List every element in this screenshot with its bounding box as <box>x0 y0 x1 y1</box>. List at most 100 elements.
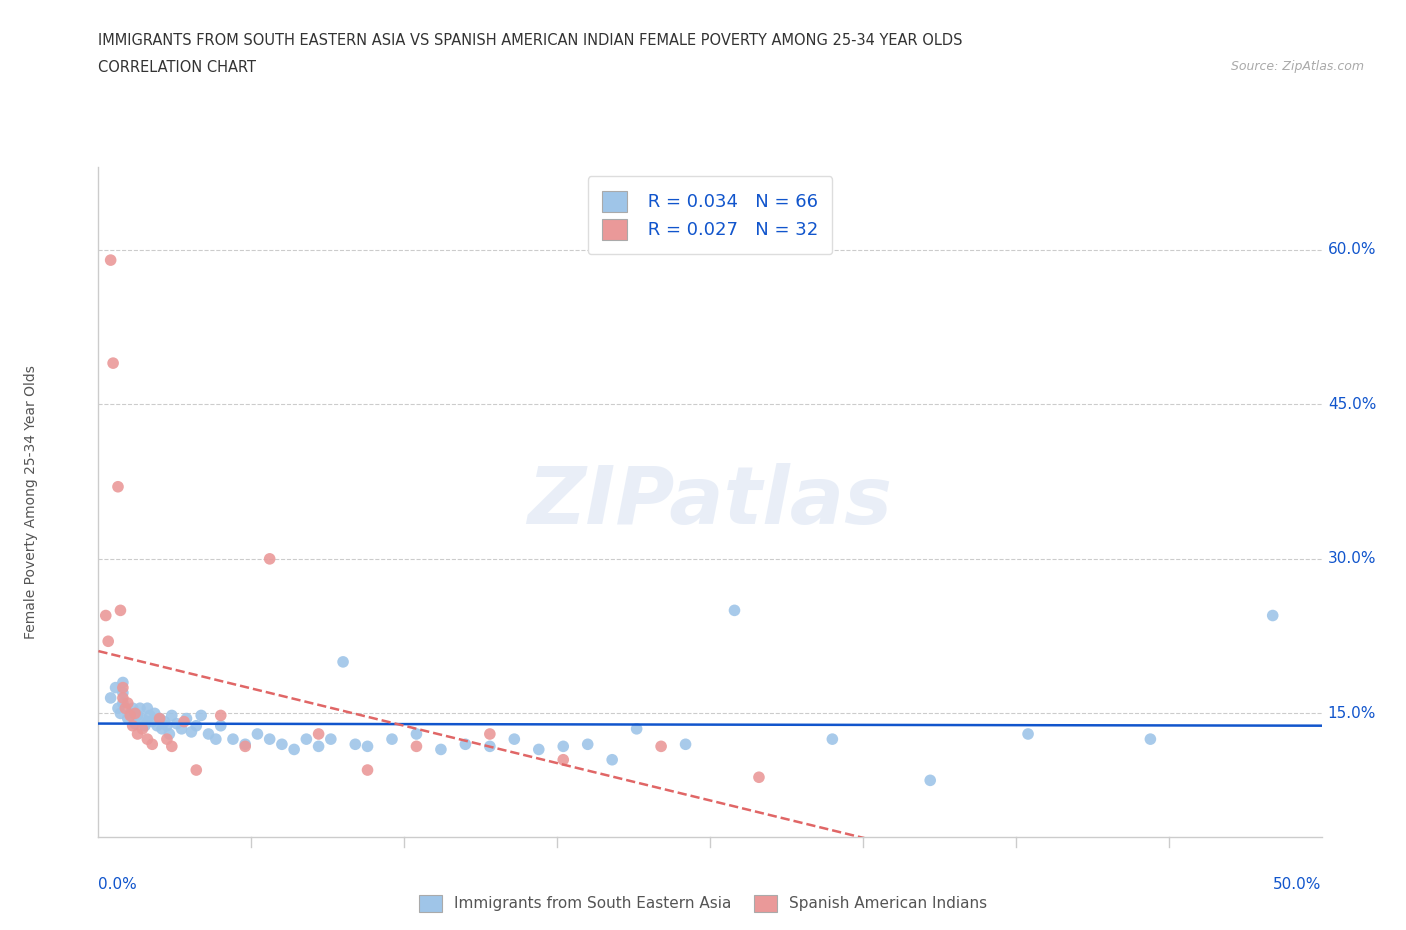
Point <box>136 714 159 729</box>
Point <box>478 726 501 741</box>
Point <box>381 732 404 747</box>
Point <box>222 732 245 747</box>
Point <box>134 718 156 733</box>
Point <box>553 739 575 754</box>
Point <box>121 718 143 733</box>
Point <box>344 737 367 751</box>
Point <box>156 718 179 733</box>
Point <box>97 634 120 649</box>
Text: 50.0%: 50.0% <box>1274 877 1322 892</box>
Point <box>180 724 202 739</box>
Point <box>149 711 172 726</box>
Point <box>197 726 219 741</box>
Text: IMMIGRANTS FROM SOUTH EASTERN ASIA VS SPANISH AMERICAN INDIAN FEMALE POVERTY AMO: IMMIGRANTS FROM SOUTH EASTERN ASIA VS SP… <box>98 33 963 47</box>
Point <box>124 706 146 721</box>
Point <box>205 732 228 747</box>
Point <box>723 603 745 618</box>
Point <box>209 718 232 733</box>
Point <box>131 711 153 726</box>
Point <box>156 732 179 747</box>
Point <box>121 701 143 716</box>
Point <box>626 722 648 737</box>
Point <box>111 690 134 705</box>
Point <box>129 701 152 716</box>
Point <box>259 551 281 566</box>
Point <box>127 708 149 723</box>
Point <box>110 603 132 618</box>
Point <box>111 685 134 700</box>
Point <box>143 706 166 721</box>
Point <box>170 722 193 737</box>
Point <box>149 711 172 726</box>
Point <box>136 701 159 716</box>
Point <box>120 708 142 723</box>
Point <box>153 714 176 729</box>
Point <box>405 726 427 741</box>
Text: CORRELATION CHART: CORRELATION CHART <box>98 60 256 75</box>
Text: 0.0%: 0.0% <box>98 877 138 892</box>
Point <box>308 739 330 754</box>
Point <box>246 726 269 741</box>
Point <box>209 708 232 723</box>
Text: Source: ZipAtlas.com: Source: ZipAtlas.com <box>1230 60 1364 73</box>
Point <box>139 708 162 723</box>
Legend:  R = 0.034   N = 66,  R = 0.027   N = 32: R = 0.034 N = 66, R = 0.027 N = 32 <box>588 177 832 254</box>
Point <box>94 608 117 623</box>
Point <box>114 701 136 716</box>
Point <box>454 737 477 751</box>
Point <box>576 737 599 751</box>
Point <box>527 742 550 757</box>
Point <box>166 716 188 731</box>
Point <box>748 770 770 785</box>
Point <box>101 355 124 370</box>
Point <box>920 773 942 788</box>
Point <box>650 739 672 754</box>
Point <box>190 708 212 723</box>
Point <box>160 708 183 723</box>
Point <box>176 711 198 726</box>
Point <box>150 722 173 737</box>
Point <box>111 696 134 711</box>
Point <box>259 732 281 747</box>
Point <box>553 752 575 767</box>
Point <box>1017 726 1039 741</box>
Point <box>141 714 163 729</box>
Point <box>104 680 127 695</box>
Point <box>173 714 195 729</box>
Point <box>120 706 142 721</box>
Point <box>100 690 122 705</box>
Point <box>675 737 697 751</box>
Point <box>1139 732 1161 747</box>
Text: Female Poverty Among 25-34 Year Olds: Female Poverty Among 25-34 Year Olds <box>24 365 38 639</box>
Point <box>600 752 623 767</box>
Point <box>136 732 159 747</box>
Point <box>233 739 256 754</box>
Text: 60.0%: 60.0% <box>1327 243 1376 258</box>
Point <box>157 726 180 741</box>
Point <box>107 701 129 716</box>
Point <box>478 739 501 754</box>
Point <box>146 718 169 733</box>
Point <box>127 726 149 741</box>
Point <box>270 737 294 751</box>
Point <box>110 706 132 721</box>
Legend: Immigrants from South Eastern Asia, Spanish American Indians: Immigrants from South Eastern Asia, Span… <box>412 889 994 918</box>
Point <box>117 696 139 711</box>
Point <box>160 739 183 754</box>
Point <box>117 711 139 726</box>
Point <box>356 763 378 777</box>
Point <box>295 732 318 747</box>
Point <box>356 739 378 754</box>
Point <box>332 655 354 670</box>
Text: ZIPatlas: ZIPatlas <box>527 463 893 541</box>
Point <box>319 732 342 747</box>
Point <box>124 716 146 731</box>
Point <box>430 742 453 757</box>
Text: 15.0%: 15.0% <box>1327 706 1376 721</box>
Point <box>821 732 844 747</box>
Text: 45.0%: 45.0% <box>1327 397 1376 412</box>
Point <box>111 675 134 690</box>
Text: 30.0%: 30.0% <box>1327 551 1376 566</box>
Point <box>141 737 163 751</box>
Point <box>111 680 134 695</box>
